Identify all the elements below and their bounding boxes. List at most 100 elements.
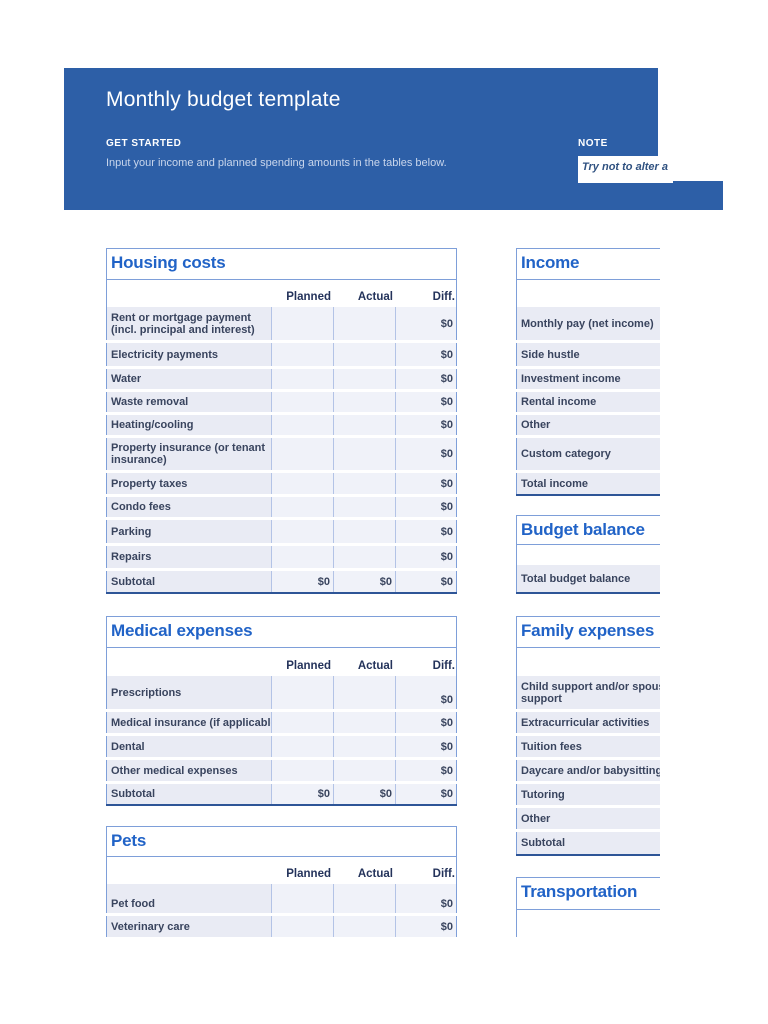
note-label: NOTE [578, 138, 608, 149]
diff-cell[interactable]: $0 [395, 712, 457, 733]
diff-cell[interactable]: $0 [395, 546, 457, 568]
row-label-cell: Extracurricular activities [516, 712, 660, 733]
planned-cell[interactable] [271, 438, 333, 470]
table-row: Repairs $0 [106, 546, 457, 568]
column-header-planned: Planned [286, 660, 331, 672]
table-header [516, 648, 660, 676]
table-row: Daycare and/or babysitting [516, 760, 660, 781]
planned-cell[interactable] [271, 473, 333, 494]
diff-cell[interactable]: $0 [395, 497, 457, 517]
actual-cell[interactable] [333, 497, 395, 517]
planned-cell[interactable] [271, 546, 333, 568]
row-label-cell: Waste removal [106, 392, 271, 412]
actual-cell[interactable] [333, 473, 395, 494]
pets-table: Pets Planned Actual Diff. Pet food $0 Ve… [106, 826, 457, 937]
actual-cell[interactable] [333, 884, 395, 913]
diff-cell[interactable]: $0 [395, 760, 457, 781]
planned-cell[interactable] [271, 369, 333, 389]
row-label-cell: Other medical expenses [106, 760, 271, 781]
row-label-cell: Prescriptions [106, 676, 271, 709]
planned-cell[interactable] [271, 307, 333, 340]
actual-cell[interactable] [333, 676, 395, 709]
diff-cell[interactable]: $0 [395, 884, 457, 913]
planned-cell[interactable] [271, 916, 333, 937]
get-started-text: Input your income and planned spending a… [106, 157, 447, 169]
actual-cell[interactable] [333, 343, 395, 366]
medical-expenses-table: Medical expenses Planned Actual Diff. Pr… [106, 616, 457, 806]
column-header-planned: Planned [286, 291, 331, 303]
planned-cell[interactable] [271, 520, 333, 543]
diff-cell[interactable]: $0 [395, 369, 457, 389]
row-label-cell: Rental income [516, 392, 660, 412]
row-label-cell: Side hustle [516, 343, 660, 366]
actual-cell[interactable] [333, 520, 395, 543]
planned-cell[interactable] [271, 497, 333, 517]
diff-cell[interactable]: $0 [395, 343, 457, 366]
table-row: Waste removal $0 [106, 392, 457, 412]
planned-cell[interactable] [271, 712, 333, 733]
diff-cell[interactable]: $0 [395, 392, 457, 412]
row-label-cell: Other [516, 415, 660, 435]
table-row: Dental $0 [106, 736, 457, 757]
total-row: Total budget balance [516, 565, 660, 594]
diff-cell[interactable]: $0 [395, 676, 457, 709]
planned-cell[interactable] [271, 736, 333, 757]
planned-cell[interactable] [271, 392, 333, 412]
actual-cell[interactable]: $0 [333, 784, 395, 804]
row-label-cell: Daycare and/or babysitting [516, 760, 660, 781]
actual-cell[interactable] [333, 415, 395, 435]
table-row: Condo fees $0 [106, 497, 457, 517]
planned-cell[interactable] [271, 343, 333, 366]
actual-cell[interactable] [333, 736, 395, 757]
planned-cell[interactable] [271, 676, 333, 709]
planned-cell[interactable] [271, 884, 333, 913]
row-label-cell: Subtotal [516, 832, 660, 854]
row-label-cell: Medical insurance (if applicable) [106, 712, 280, 733]
row-label-cell: Other [516, 808, 660, 829]
planned-cell[interactable]: $0 [271, 571, 333, 592]
subtotal-row: Subtotal $0 $0 $0 [106, 571, 457, 594]
table-title: Budget balance [516, 515, 660, 545]
planned-cell[interactable]: $0 [271, 784, 333, 804]
diff-cell[interactable]: $0 [395, 571, 457, 592]
actual-cell[interactable] [333, 369, 395, 389]
page-title: Monthly budget template [106, 88, 341, 111]
actual-cell[interactable] [333, 916, 395, 937]
column-header-actual: Actual [357, 291, 393, 303]
diff-cell[interactable]: $0 [395, 916, 457, 937]
table-row: Extracurricular activities [516, 712, 660, 733]
table-row: Other [516, 415, 660, 435]
actual-cell[interactable] [333, 546, 395, 568]
actual-cell[interactable] [333, 760, 395, 781]
table-row: Tutoring [516, 784, 660, 805]
table-header: Planned Actual Diff. [106, 857, 457, 884]
actual-cell[interactable] [333, 392, 395, 412]
table-title: Housing costs [106, 248, 457, 280]
diff-cell[interactable]: $0 [395, 736, 457, 757]
column-header-diff: Diff. [432, 868, 455, 880]
actual-cell[interactable] [333, 438, 395, 470]
table-row: Other medical expenses $0 [106, 760, 457, 781]
diff-cell[interactable]: $0 [395, 473, 457, 494]
table-row: Electricity payments $0 [106, 343, 457, 366]
table-header [516, 910, 660, 937]
get-started-label: GET STARTED [106, 138, 182, 149]
planned-cell[interactable] [271, 760, 333, 781]
diff-cell[interactable]: $0 [395, 415, 457, 435]
actual-cell[interactable] [333, 307, 395, 340]
actual-cell[interactable] [333, 712, 395, 733]
row-label-cell: Custom category [516, 438, 660, 470]
note-cell[interactable]: Try not to alter a [578, 156, 673, 183]
diff-cell[interactable]: $0 [395, 438, 457, 470]
actual-cell[interactable]: $0 [333, 571, 395, 592]
diff-cell[interactable]: $0 [395, 307, 457, 340]
diff-cell[interactable]: $0 [395, 784, 457, 804]
row-label-cell: Veterinary care [106, 916, 271, 937]
table-header: Planned Actual Diff. [106, 280, 457, 307]
table-title: Family expenses [516, 616, 660, 648]
row-label-cell: Repairs [106, 546, 271, 568]
row-label-cell: Tuition fees [516, 736, 660, 757]
table-header [516, 280, 660, 307]
diff-cell[interactable]: $0 [395, 520, 457, 543]
planned-cell[interactable] [271, 415, 333, 435]
